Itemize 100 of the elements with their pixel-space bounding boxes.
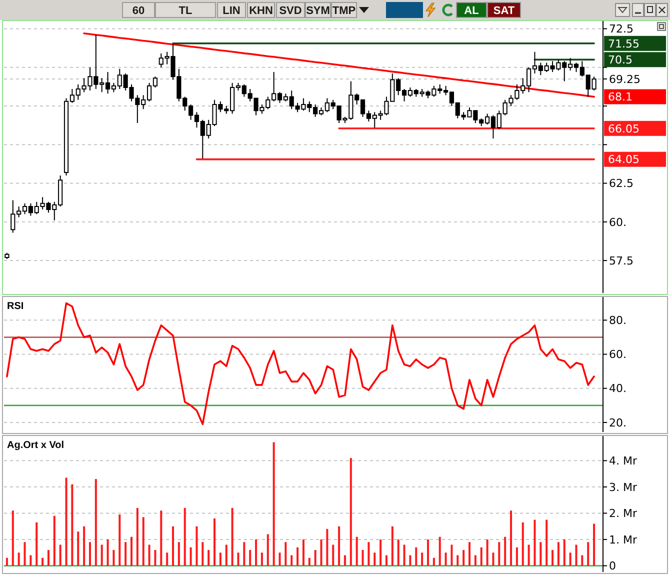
bar xyxy=(498,542,500,566)
toolbar-button: SVD xyxy=(276,2,305,18)
bar xyxy=(492,552,494,566)
y-tick-label: 3. Mr xyxy=(609,480,638,494)
data-label: 64.05 xyxy=(608,153,640,166)
bar xyxy=(142,517,144,566)
bar xyxy=(581,555,584,566)
bar xyxy=(266,534,269,566)
y-tick-label: 60. xyxy=(609,348,626,362)
bar xyxy=(320,539,322,566)
bar xyxy=(432,558,435,566)
bar xyxy=(249,550,252,566)
y-tick-label: 60. xyxy=(609,216,626,229)
data-label: 70.5 xyxy=(608,53,632,66)
data-label: 68.1 xyxy=(608,90,632,104)
y-tick-label: 20. xyxy=(609,416,626,430)
bar xyxy=(278,552,281,566)
y-tick-label: 4. Mr xyxy=(609,454,638,468)
bar xyxy=(290,555,293,566)
data-label: 71.55 xyxy=(608,37,640,50)
bar xyxy=(350,458,352,566)
bar xyxy=(332,544,334,566)
bar xyxy=(214,518,216,566)
bar xyxy=(557,542,560,566)
y-tick-label: 69.25 xyxy=(609,72,640,86)
bar xyxy=(272,442,275,566)
candlestick xyxy=(4,252,10,260)
bar xyxy=(154,550,156,566)
bar xyxy=(344,555,346,566)
bar xyxy=(190,547,192,566)
chart-title: Ag.Ort x Vol xyxy=(7,440,64,451)
bar xyxy=(124,542,127,566)
bar xyxy=(130,536,132,566)
bar xyxy=(36,522,38,566)
bar xyxy=(47,550,50,566)
bar xyxy=(314,550,316,566)
bar xyxy=(6,558,8,566)
y-tick-label: 1. Mr xyxy=(609,533,638,546)
bar xyxy=(397,539,400,566)
bar xyxy=(53,516,56,566)
bar xyxy=(462,550,465,566)
bar xyxy=(403,544,406,566)
bar xyxy=(112,550,115,566)
toolbar-button: TMP xyxy=(331,2,357,18)
bar xyxy=(88,542,91,566)
bar xyxy=(444,552,447,566)
toolbar-button: AL xyxy=(456,2,487,18)
bar xyxy=(540,542,542,566)
bar xyxy=(552,550,554,566)
bar xyxy=(504,536,506,566)
toolbar-button: KHN xyxy=(247,2,275,18)
bar xyxy=(534,520,536,566)
bar xyxy=(575,544,578,566)
bar xyxy=(225,544,228,566)
bar xyxy=(77,532,80,566)
bar xyxy=(196,526,198,566)
bar xyxy=(380,539,382,566)
bar xyxy=(522,522,524,566)
data-label: 66.05 xyxy=(608,122,640,136)
bar xyxy=(100,544,103,566)
bar xyxy=(356,536,358,566)
bar xyxy=(208,550,210,566)
y-tick-label: 0 xyxy=(609,560,616,573)
bar xyxy=(118,514,121,566)
bar xyxy=(30,555,32,566)
toolbar-button: SAT xyxy=(487,2,521,18)
bar xyxy=(106,539,109,566)
bar xyxy=(18,552,20,566)
bar xyxy=(172,526,174,566)
bar xyxy=(260,552,263,566)
bar xyxy=(243,542,246,566)
bar xyxy=(486,539,488,566)
bar xyxy=(426,539,429,566)
bar xyxy=(65,478,68,566)
bar xyxy=(166,552,168,566)
bar xyxy=(362,550,364,566)
bar xyxy=(83,526,86,566)
toolbar-button: SYM xyxy=(305,2,331,18)
bar xyxy=(546,520,548,566)
toolbar-button: TL xyxy=(155,2,216,18)
bar xyxy=(237,552,240,566)
line-series xyxy=(6,302,595,426)
bar xyxy=(326,528,328,566)
bar xyxy=(569,552,572,566)
bar xyxy=(368,542,370,566)
line-series xyxy=(83,32,595,98)
bar xyxy=(202,542,204,566)
bar xyxy=(136,508,138,566)
y-tick-label: 2. Mr xyxy=(609,507,638,520)
bar xyxy=(528,544,530,566)
bar xyxy=(231,508,234,566)
bar xyxy=(24,542,26,566)
bar xyxy=(593,524,596,566)
bar xyxy=(296,547,299,566)
y-tick-label: 62.5 xyxy=(609,177,634,190)
bar xyxy=(510,510,512,566)
bar xyxy=(391,526,394,566)
bar xyxy=(42,558,44,566)
bar xyxy=(450,544,453,566)
bar xyxy=(184,508,186,566)
